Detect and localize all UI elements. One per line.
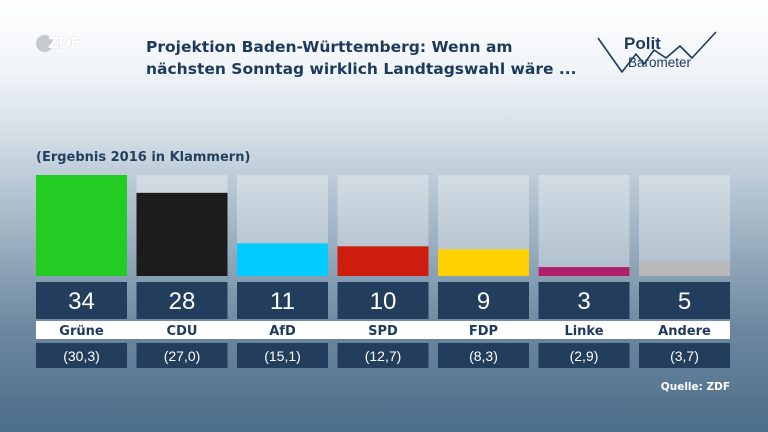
category-label-andere: Andere [658,324,711,339]
prev-result-label-andere: (3,7) [670,348,699,364]
category-label-linke: Linke [564,324,603,339]
value-label-spd: 10 [370,288,397,315]
bar-track-andere [639,175,730,276]
prev-result-label-gruene: (30,3) [63,348,100,364]
category-label-cdu: CDU [167,324,198,339]
politbarometer-checkmark-icon [597,31,717,73]
prev-result-label-fdp: (8,3) [469,348,498,364]
value-box-afd [237,282,328,319]
value-box-fdp [438,282,529,319]
value-label-linke: 3 [577,288,590,315]
politbarometer-logo-line2: Barometer [628,55,692,70]
category-label-fdp: FDP [469,324,498,339]
category-label-gruene: Grüne [59,324,104,339]
prev-result-box-andere [639,343,730,368]
prev-result-box-afd [237,343,328,368]
bar-track-linke [538,175,630,276]
prev-result-box-linke [538,343,630,368]
prev-result-box-cdu [136,343,228,368]
source-label: Quelle: ZDF [660,381,730,393]
value-box-linke [538,282,630,319]
value-box-andere [639,282,730,319]
chart-subtitle: (Ergebnis 2016 in Klammern) [36,150,251,165]
value-label-cdu: 28 [169,288,196,315]
prev-result-label-linke: (2,9) [570,348,599,364]
category-label-afd: AfD [269,324,296,339]
prev-result-label-afd: (15,1) [264,348,301,364]
bar-linke [538,267,630,276]
value-box-spd [337,282,429,319]
value-label-fdp: 9 [477,288,490,315]
zdf-logo-text: ZDF [48,34,81,52]
bar-gruene [36,175,127,276]
value-box-gruene [36,282,127,319]
bar-andere [639,261,730,276]
category-label-spd: SPD [368,324,398,339]
zdf-logo: ZDF [36,32,81,54]
chart-title: Projektion Baden-Württemberg: Wenn am nä… [146,38,577,78]
value-box-cdu [136,282,228,319]
value-label-gruene: 34 [68,288,95,315]
bar-afd [237,243,328,276]
party-label-strip [36,321,730,339]
zdf-logo-ring-icon [36,34,53,52]
value-label-andere: 5 [678,288,691,315]
prev-result-box-spd [337,343,429,368]
value-label-afd: 11 [270,288,295,315]
prev-result-box-fdp [438,343,529,368]
prev-result-label-spd: (12,7) [365,348,402,364]
prev-result-box-gruene [36,343,127,368]
politbarometer-logo-line1: Polit [624,34,661,53]
bar-cdu [136,192,228,276]
prev-result-label-cdu: (27,0) [164,348,201,364]
bar-spd [337,246,429,276]
politbarometer-logo: Polit Barometer [596,28,724,78]
bar-fdp [438,249,529,276]
